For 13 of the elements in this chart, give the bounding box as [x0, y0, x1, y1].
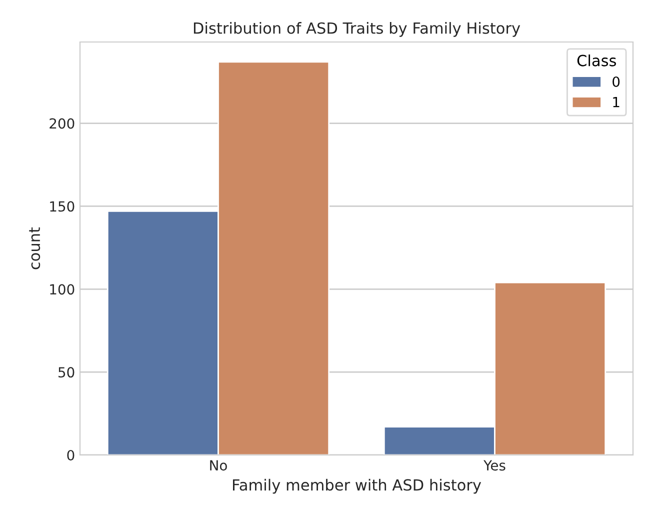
x-tick-label: Yes — [484, 460, 506, 471]
y-axis-title: count — [29, 227, 40, 270]
y-tick-label: 50 — [58, 367, 74, 378]
x-tick-label: No — [210, 460, 227, 471]
y-tick-label: 100 — [50, 284, 74, 295]
legend-label: 0 — [612, 76, 620, 87]
y-tick-label: 150 — [50, 201, 74, 212]
x-axis-title: Family member with ASD history — [232, 478, 482, 494]
legend-label: 1 — [613, 97, 620, 108]
legend-title: Class — [577, 54, 616, 66]
y-tick-label: 200 — [50, 118, 74, 129]
y-tick-label: 0 — [67, 450, 74, 460]
chart-title: Distribution of ASD Traits by Family History — [194, 22, 520, 37]
